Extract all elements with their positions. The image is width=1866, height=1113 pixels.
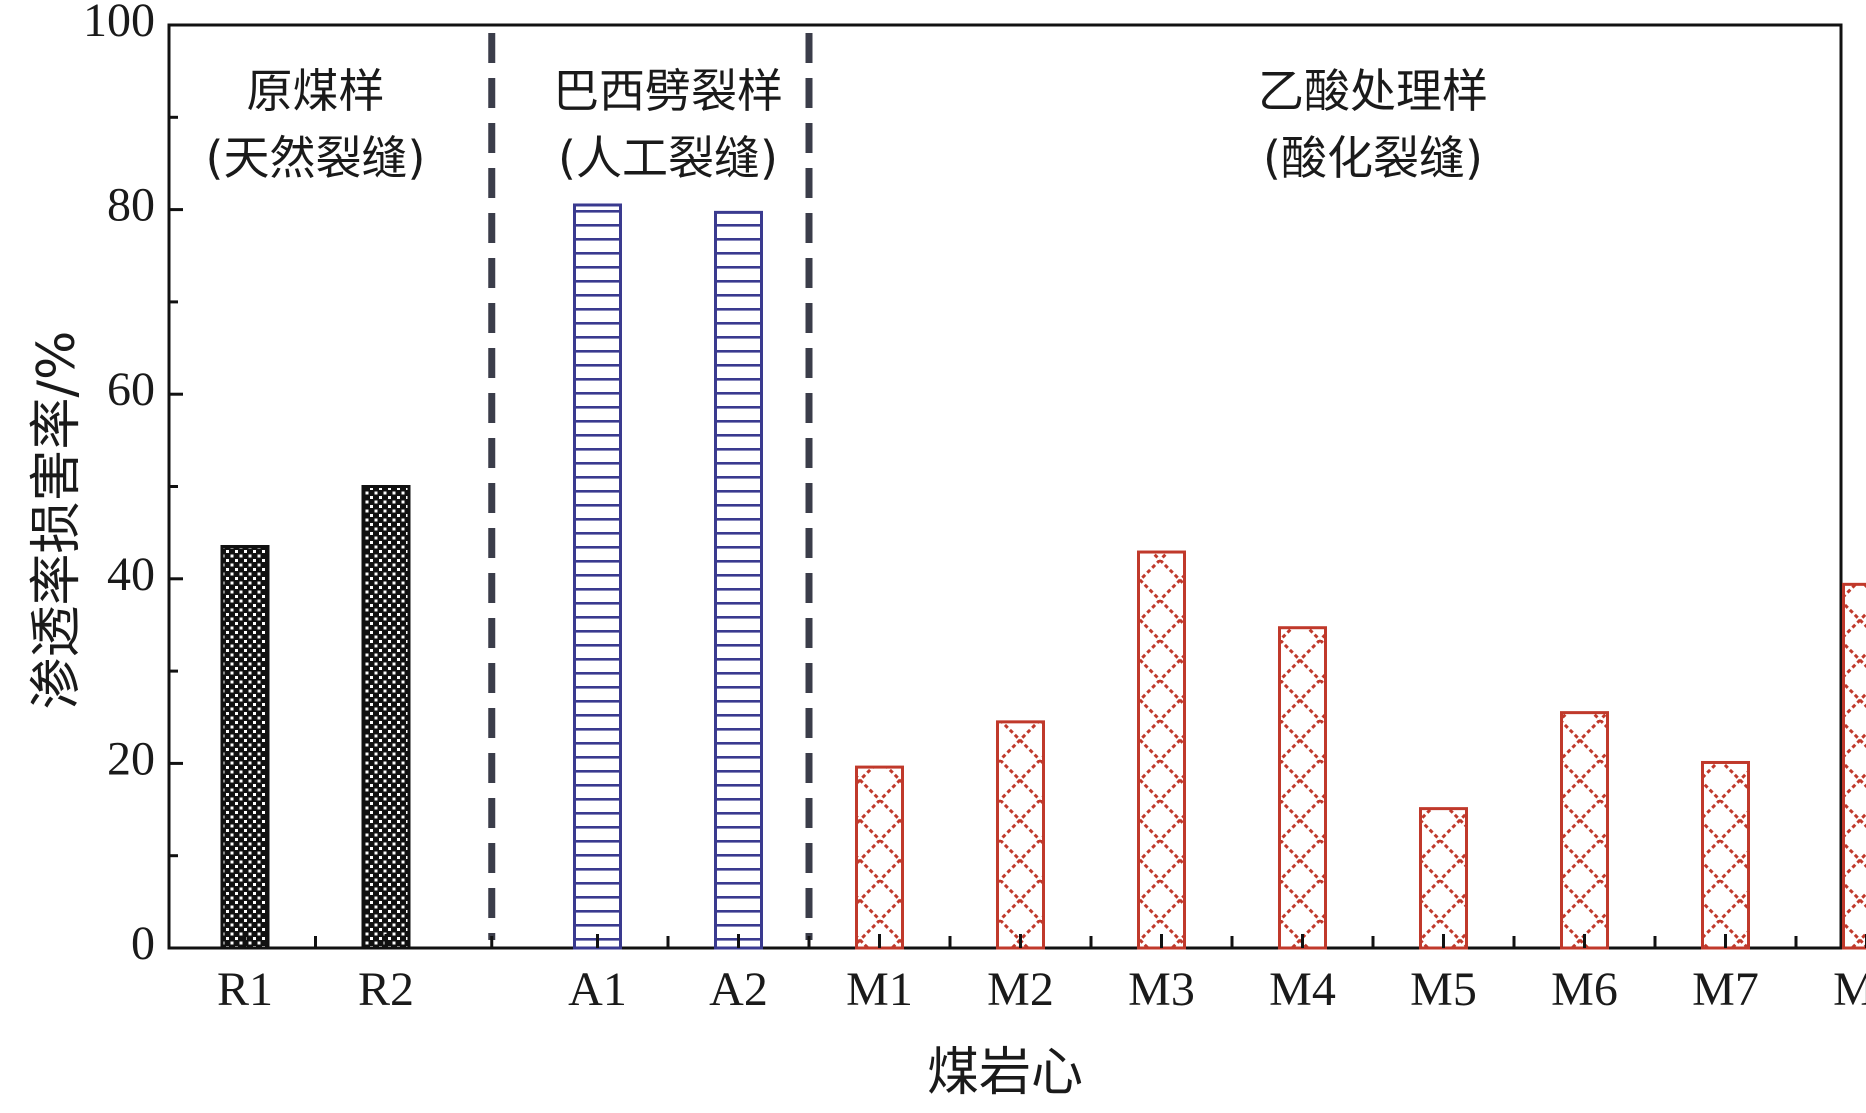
x-tick-label-a1: A1 xyxy=(568,963,627,1016)
bar-m1 xyxy=(855,765,904,950)
x-tick-label-m4: M4 xyxy=(1269,963,1336,1016)
x-axis-title: 煤岩心 xyxy=(927,1043,1083,1103)
bar-m8 xyxy=(1842,582,1866,950)
y-axis-title: 渗透率损害率/% xyxy=(27,331,87,710)
bar-m4 xyxy=(1278,626,1327,950)
x-tick-label-m7: M7 xyxy=(1692,963,1759,1016)
x-tick-label-m8: M8 xyxy=(1833,963,1866,1016)
bar-m2 xyxy=(996,720,1045,950)
y-tick-label-60: 60 xyxy=(107,363,155,416)
bar-m5 xyxy=(1419,807,1468,950)
bar-m7 xyxy=(1701,760,1750,950)
group-label-3-name: 乙酸处理样 xyxy=(1258,64,1488,118)
bar-m3 xyxy=(1137,550,1186,950)
x-tick-label-m1: M1 xyxy=(846,963,913,1016)
y-axis: 0 20 40 60 80 100 xyxy=(83,0,183,970)
x-tick-label-r2: R2 xyxy=(358,963,414,1016)
bar-r1 xyxy=(220,544,270,950)
bars xyxy=(220,203,1866,950)
x-tick-label-m2: M2 xyxy=(987,963,1054,1016)
y-tick-label-0: 0 xyxy=(131,917,155,970)
group-label-1-name: 原煤样 xyxy=(247,64,385,118)
x-tick-label-a2: A2 xyxy=(709,963,768,1016)
x-tick-label-m3: M3 xyxy=(1128,963,1195,1016)
bar-r2 xyxy=(361,485,411,950)
group-label-1-type: (天然裂缝) xyxy=(206,131,426,185)
y-tick-label-40: 40 xyxy=(107,548,155,601)
bar-a2 xyxy=(714,210,763,950)
group-label-2-name: 巴西劈裂样 xyxy=(553,64,783,118)
group-label-2-type: (人工裂缝) xyxy=(558,131,778,185)
y-tick-label-100: 100 xyxy=(83,0,155,47)
group-labels: 原煤样 (天然裂缝) 巴西劈裂样 (人工裂缝) 乙酸处理样 (酸化裂缝) xyxy=(206,64,1488,185)
y-tick-label-20: 20 xyxy=(107,732,155,785)
group-dividers xyxy=(488,33,813,940)
x-tick-label-m5: M5 xyxy=(1410,963,1477,1016)
y-tick-label-80: 80 xyxy=(107,179,155,232)
x-tick-label-m6: M6 xyxy=(1551,963,1618,1016)
x-tick-label-r1: R1 xyxy=(217,963,273,1016)
x-axis: R1 R2 A1 A2 M1 M2 M3 M4 M5 M6 M7 M8 xyxy=(217,934,1866,1016)
bar-m6 xyxy=(1560,711,1609,950)
group-label-3-type: (酸化裂缝) xyxy=(1263,131,1483,185)
bar-a1 xyxy=(573,203,622,950)
